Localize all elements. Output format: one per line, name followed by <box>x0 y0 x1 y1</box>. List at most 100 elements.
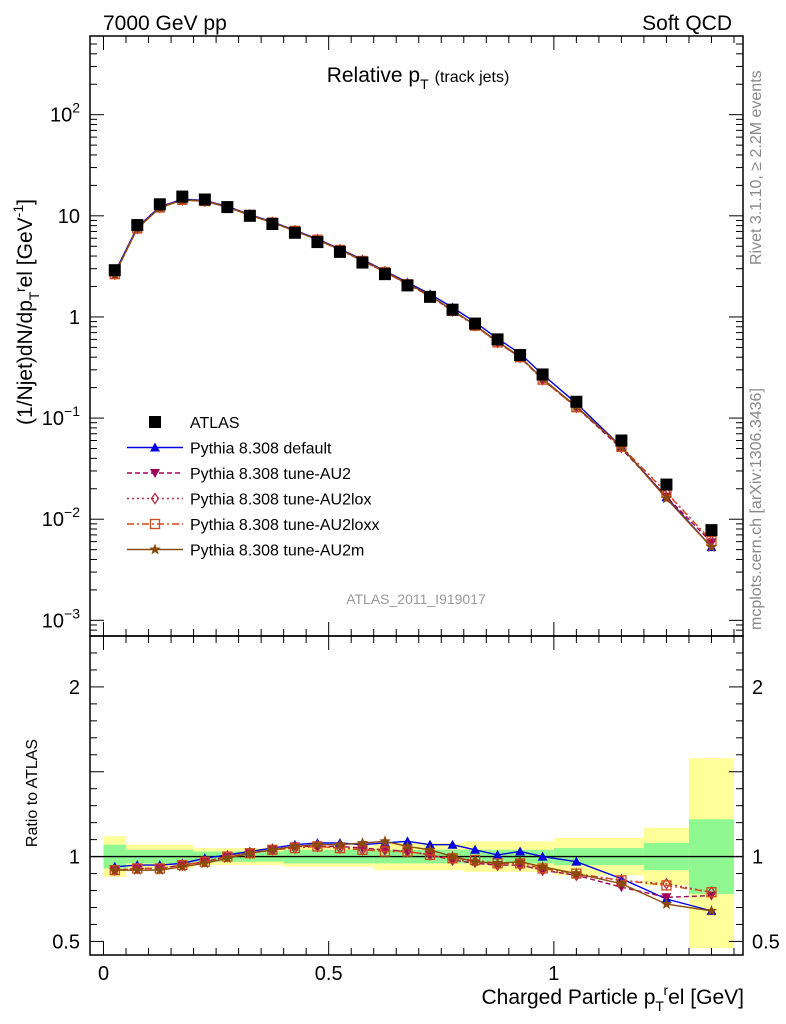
ratio-y-tick-label: 0.5 <box>52 931 80 953</box>
ratio-y-tick-label-right: 2 <box>752 677 763 699</box>
legend-marker-au2lox <box>150 492 160 505</box>
ratio-point-au2m <box>176 860 189 872</box>
ratio-y-tick-label-right: 0.5 <box>752 931 780 953</box>
x-tick-label: 0 <box>98 963 109 985</box>
ratio-point-au2m <box>424 843 436 855</box>
legend-marker-atlas <box>149 416 161 428</box>
top-y-tick-base: 10 <box>58 206 80 228</box>
top-line-au2loxx <box>114 199 712 542</box>
top-y-tick-base: 10 <box>42 610 64 632</box>
legend-marker-au2 <box>150 469 160 478</box>
ratio-y-tick-label-right: 1 <box>752 847 763 869</box>
ratio-point-au2m <box>379 835 391 847</box>
atlas-point <box>424 290 437 303</box>
ratio-point-au2m <box>401 840 414 852</box>
title-sub: T <box>420 76 429 92</box>
ratio-point-au2m <box>660 898 673 909</box>
ylabel-tail: el [GeV <box>14 217 37 287</box>
top-y-tick-base: 1 <box>69 307 80 329</box>
legend-label-au2m: Pythia 8.308 tune-AU2m <box>190 543 364 560</box>
ratio-point-default <box>447 839 458 849</box>
title-extra: (track jets) <box>435 69 510 86</box>
atlas-point <box>705 524 718 537</box>
ratio-point-au2m <box>289 840 301 852</box>
top-y-tick-base: 10 <box>42 408 64 430</box>
ratio-point-au2m <box>109 864 121 876</box>
plot-title: Relative pT (track jets) <box>327 64 510 92</box>
top-y-tick-base: 10 <box>42 509 64 531</box>
ratio-point-default <box>492 849 503 859</box>
ratio-point-au2m <box>570 867 583 879</box>
ratio-point-au2m <box>514 855 526 867</box>
atlas-point <box>401 279 414 292</box>
atlas-point <box>333 245 346 258</box>
atlas-point <box>570 395 583 408</box>
atlas-point <box>243 209 256 222</box>
x-axis-label: Charged Particle pTrel [GeV] <box>481 982 744 1014</box>
top-y-tick-exp: 2 <box>72 100 80 116</box>
top-y-tick-exp: −3 <box>64 605 80 621</box>
atlas-point <box>266 218 279 231</box>
atlas-point <box>221 201 234 214</box>
top-point-au2m <box>705 541 718 552</box>
atlas-point <box>446 303 459 316</box>
mcplots-label: mcplots.cern.ch [arXiv:1306.3436] <box>748 388 765 630</box>
legend-marker-default <box>150 442 160 452</box>
ratio-y-tick-label: 1 <box>69 847 80 869</box>
ratio-line-au2 <box>114 845 712 899</box>
atlas-point <box>491 333 504 346</box>
ratio-point-au2m <box>199 857 211 869</box>
ratio-point-default <box>515 846 526 856</box>
xlabel-tail: el [GeV] <box>668 986 744 1009</box>
header-right: Soft QCD <box>642 12 732 35</box>
ratio-point-au2m <box>244 847 256 859</box>
top-y-tick-label: 10−2 <box>42 504 80 531</box>
atlas-point <box>615 434 628 447</box>
ratio-point-au2m <box>705 904 718 916</box>
atlas-point <box>131 219 144 232</box>
legend-label-atlas: ATLAS <box>190 415 240 432</box>
atlas-point <box>153 198 166 211</box>
ylabel-sup: r <box>12 287 28 292</box>
legend-marker-au2loxx <box>149 518 161 530</box>
legend-marker-au2m <box>149 543 161 555</box>
legend-label-au2: Pythia 8.308 tune-AU2 <box>190 466 351 483</box>
ratio-point-au2m <box>536 860 549 872</box>
atlas-point <box>660 478 673 491</box>
ratio-y-tick-label: 2 <box>69 677 80 699</box>
ratio-point-au2lox <box>662 877 671 890</box>
x-tick-label: 0.5 <box>315 963 343 985</box>
ratio-point-au2m <box>131 864 143 876</box>
ylabel-main: (1/Njet)dN/dp <box>14 300 37 425</box>
ratio-point-default <box>537 851 548 861</box>
ratio-point-au2m <box>334 838 346 850</box>
atlas-point <box>198 193 211 206</box>
top-point-au2m <box>660 492 673 504</box>
ratio-point-au2m <box>311 838 324 850</box>
ylabel-end: ] <box>14 199 37 205</box>
xlabel-sup: r <box>663 982 668 998</box>
ratio-point-au2loxx <box>661 880 672 891</box>
ratio-point-au2 <box>661 893 672 903</box>
ratio-point-au2m <box>446 850 459 862</box>
top-panel-frame <box>89 35 744 637</box>
ratio-point-au2loxx <box>706 887 717 898</box>
atlas-point <box>108 264 121 277</box>
top-y-axis-label: (1/Njet)dN/dpTrel [GeV-1] <box>10 199 42 425</box>
atlas-point <box>356 256 369 269</box>
x-tick-label: 1 <box>548 963 559 985</box>
header-left: 7000 GeV pp <box>103 12 227 35</box>
top-line-au2lox <box>114 199 712 542</box>
ratio-point-au2m <box>469 855 481 867</box>
top-y-tick-label: 1 <box>69 307 80 329</box>
atlas-point <box>288 226 301 239</box>
legend-label-default: Pythia 8.308 default <box>190 441 332 458</box>
top-y-tick-exp: −1 <box>64 403 80 419</box>
atlas-point <box>176 190 189 203</box>
ratio-point-au2m <box>266 843 279 855</box>
ratio-point-default <box>571 856 582 866</box>
legend-label-au2lox: Pythia 8.308 tune-AU2lox <box>190 492 371 509</box>
ratio-panel-frame <box>89 635 744 956</box>
top-y-tick-exp: −2 <box>64 504 80 520</box>
top-y-tick-base: 10 <box>50 105 72 127</box>
